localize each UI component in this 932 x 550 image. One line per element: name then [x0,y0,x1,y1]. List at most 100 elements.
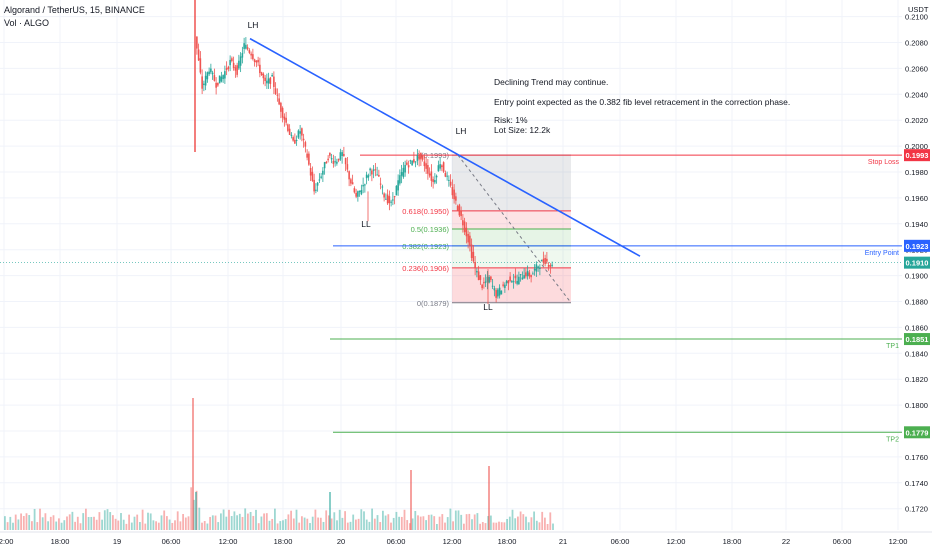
candle-body [502,284,504,286]
volume-bar [44,513,47,530]
volume-bar [330,518,333,530]
chart-title: Algorand / TetherUS, 15, BINANCE [4,5,145,15]
candle-body [360,190,363,195]
candle-body [204,75,207,86]
volume-bar [368,521,371,530]
candle-body [267,78,270,84]
candle-body [539,267,541,270]
volume-bar [17,519,20,530]
volume-bar [209,516,211,530]
candle-body [500,290,503,295]
volume-bar [222,509,225,530]
candle-body [435,175,438,178]
volume-bar [117,520,120,530]
candle-body [281,107,284,118]
price-tag [904,333,930,346]
candle-body [446,175,448,177]
candle-body [470,244,473,258]
candle-body [355,192,357,197]
candle-body [262,73,265,79]
volume-bar [147,512,149,530]
volume-bar [527,522,530,530]
candle-body [257,59,259,63]
fib-zone [452,228,571,246]
candle-body [369,168,371,171]
volume-bar [41,517,44,530]
volume-bar [552,523,554,530]
fib-zones: 1(0.1993)0.618(0.1950)0.5(0.1936)0.382(0… [402,151,572,308]
volume-bar [290,510,292,530]
candle-body [334,161,336,163]
volume-bar [187,516,190,530]
volume-bar [195,492,197,530]
volume-bar [500,522,503,530]
volume-bar [271,518,274,530]
candle-body [491,285,494,287]
candle-body [547,265,550,267]
candle-body [400,172,403,176]
candle-body [225,68,228,70]
candle-body [455,196,457,201]
candle-body [239,56,242,66]
volume-bar [433,516,436,530]
volume-bar [136,514,139,530]
level-label: Entry Point [865,250,899,257]
volume-bar [79,523,82,530]
candle-body [246,47,249,50]
candle-body [425,163,427,169]
volume-bar [160,515,163,530]
candle-body [428,173,431,176]
volume-bar [230,516,233,530]
candle-body [463,221,466,233]
candle-body [255,60,258,63]
volume-bar [427,514,430,530]
candle-body [532,273,534,275]
candle-body [325,161,328,164]
volume-bar [344,511,346,530]
candle-body [525,272,527,277]
candle-body [490,276,492,280]
currency-label: USDT [908,5,929,14]
candle-body [392,199,394,201]
time-axis-bg [0,532,932,550]
candle-body [511,281,513,283]
candle-body [497,289,499,297]
candle-body [306,153,308,158]
candle-body [420,152,422,160]
candle-body [273,76,275,87]
volume-bar [55,521,58,530]
candle-body [232,62,235,69]
volume-bar [233,511,236,530]
volume-bar [52,515,55,530]
volume-bar [457,510,460,530]
time-tick-label: 12:00 [443,537,462,546]
volume-bar [168,519,171,530]
price-tick-label: 0.1980 [905,168,928,177]
volume-bar [260,516,263,530]
candle-body [253,59,256,62]
volume-bar [228,509,230,530]
candle-body [297,130,300,138]
candle-body [218,75,221,84]
candle-body [285,117,287,123]
volume-bar [454,510,457,530]
trendline [249,37,641,257]
volume-bar [544,517,546,530]
candle-body [323,162,326,169]
volume-bar [503,522,506,530]
volume-bar [382,510,384,530]
candle-body [320,176,322,178]
volume-bar [538,522,541,530]
candle-body [210,68,212,73]
volume-bar [255,509,257,530]
volume-bar [484,523,487,530]
volume-indicator-label[interactable]: Vol · ALGO [4,18,50,28]
candle-body [537,266,539,269]
candle-body [271,75,273,77]
candle-body [332,160,335,164]
candle-body [451,187,454,196]
volume-bar [365,519,368,530]
volume-bar [392,517,395,530]
volume-bar [319,517,322,530]
